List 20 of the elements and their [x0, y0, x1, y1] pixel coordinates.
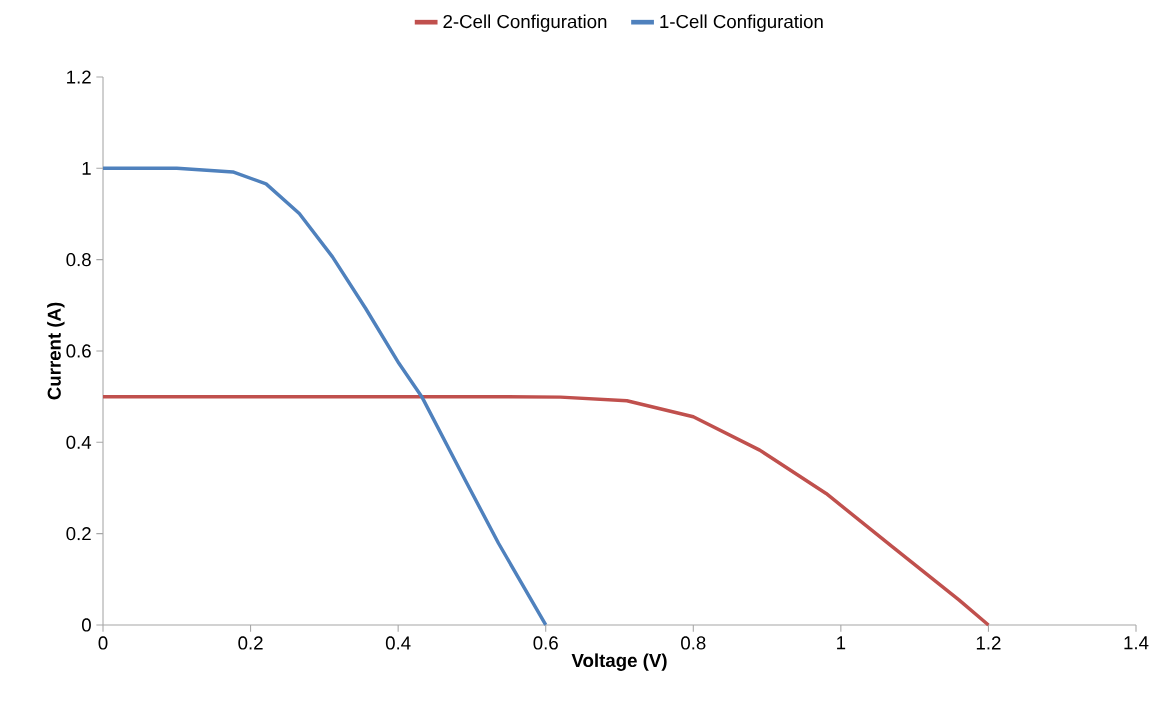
y-tick-label: 0.4 [66, 435, 92, 449]
legend-label: 1-Cell Configuration [660, 14, 823, 32]
x-tick-label: 0.4 [385, 636, 411, 650]
y-tick-label: 0.6 [66, 344, 91, 358]
legend-label: 2-Cell Configuration [443, 14, 607, 32]
x-tick-label: 1 [837, 636, 846, 650]
x-tick-label: 0 [98, 636, 108, 650]
line-series [101, 166, 548, 627]
y-tick-label: 1.2 [67, 70, 91, 84]
y-tick-label: 0.8 [66, 253, 91, 267]
x-tick-label: 0.2 [238, 636, 263, 650]
y-tick-label: 0.2 [66, 527, 91, 541]
x-axis-title: Voltage (V) [571, 653, 667, 671]
x-tick-label: 1.2 [976, 636, 1001, 650]
y-tick-label: 1 [82, 161, 91, 175]
x-tick-label: 0.6 [533, 636, 558, 650]
x-tick-label: 0.8 [681, 636, 706, 650]
x-tick-label: 1.4 [1124, 636, 1149, 650]
y-axis-title: Current (A) [47, 302, 65, 400]
y-tick-label: 0 [81, 618, 91, 632]
